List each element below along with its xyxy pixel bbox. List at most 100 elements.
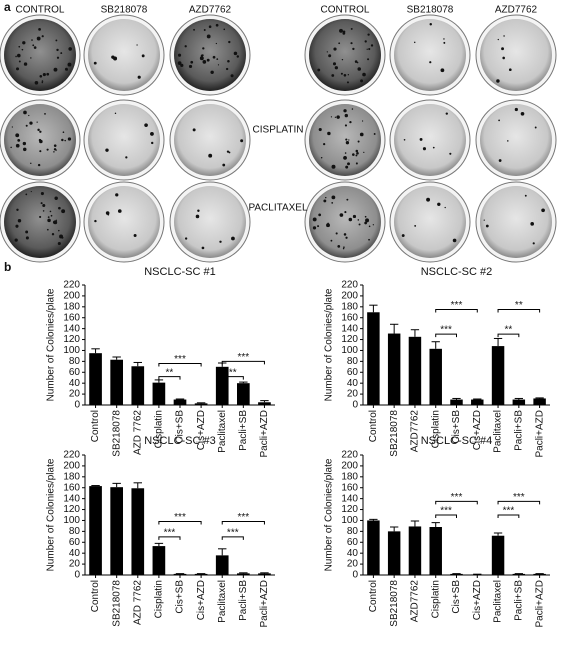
colony	[16, 67, 20, 71]
bar	[387, 333, 401, 405]
colony	[349, 120, 352, 124]
y-tick-label: 120	[341, 504, 358, 515]
error-bar	[260, 400, 269, 403]
x-tick-label: Control	[368, 410, 379, 442]
error-bar	[133, 361, 142, 367]
colony	[53, 144, 57, 147]
colony	[530, 222, 534, 226]
colony	[68, 47, 73, 51]
colony	[502, 56, 505, 60]
colony	[498, 159, 502, 162]
y-tick-label: 60	[69, 537, 81, 548]
colony	[23, 62, 28, 66]
error-bar	[473, 398, 482, 400]
significance-bracket	[435, 333, 457, 338]
colony	[21, 48, 24, 51]
colony	[10, 146, 12, 149]
colony	[347, 74, 349, 76]
colony	[361, 120, 364, 122]
colony	[192, 128, 196, 132]
colony	[67, 137, 72, 141]
colony	[57, 241, 61, 246]
significance-bracket	[221, 536, 244, 540]
y-tick-label: 60	[347, 367, 359, 378]
error-bar	[112, 482, 121, 488]
x-tick-label: Pacli+AZD	[259, 410, 270, 458]
colony	[215, 23, 219, 27]
error-bar	[410, 329, 420, 337]
significance-bracket	[435, 514, 457, 518]
y-tick-label: 120	[341, 334, 358, 345]
colony	[514, 107, 518, 112]
colony	[44, 112, 46, 115]
bar	[512, 399, 526, 405]
error-bar	[112, 356, 121, 360]
x-tick-label: Control	[90, 580, 101, 612]
colony	[325, 196, 327, 199]
colony	[355, 154, 358, 157]
colony	[115, 193, 119, 197]
colony	[25, 124, 28, 127]
colony	[342, 30, 346, 34]
column-label: AZD7762	[495, 5, 538, 16]
colony	[318, 213, 322, 217]
bar	[131, 366, 145, 405]
colony	[67, 62, 72, 67]
x-tick-label: Paclitaxel	[217, 410, 228, 453]
plate	[309, 186, 381, 258]
colony	[356, 151, 359, 155]
y-tick-label: 20	[69, 559, 81, 570]
bar	[237, 573, 250, 575]
y-tick-label: 20	[69, 389, 81, 400]
colony	[317, 68, 321, 72]
significance-label: **	[229, 367, 237, 378]
colony	[414, 41, 416, 44]
bar	[491, 535, 505, 575]
colony	[61, 138, 64, 142]
plate	[394, 104, 466, 176]
significance-bracket	[221, 521, 265, 525]
error-bar	[196, 402, 206, 404]
colony	[210, 70, 214, 74]
colony	[25, 230, 29, 234]
colony	[342, 247, 345, 250]
colony	[520, 111, 525, 116]
bar	[408, 336, 422, 405]
significance-bracket	[435, 309, 478, 313]
colony	[177, 53, 182, 57]
colony	[330, 116, 333, 118]
colony	[373, 133, 376, 135]
bar	[512, 573, 526, 575]
colony	[54, 196, 58, 200]
colony	[336, 115, 340, 119]
colony	[331, 195, 336, 200]
colony	[236, 55, 240, 58]
colony	[62, 131, 65, 133]
colony	[445, 112, 448, 115]
plate	[4, 186, 76, 258]
colony	[496, 79, 500, 83]
error-bar	[390, 323, 399, 334]
significance-label: ***	[513, 492, 525, 503]
colony	[195, 214, 200, 219]
bar	[110, 359, 123, 405]
colony	[358, 223, 361, 226]
bar	[387, 531, 401, 575]
bar	[533, 398, 546, 405]
row-label: PACLITAXEL	[248, 203, 308, 214]
y-axis-label: Number of Colonies/plate	[324, 458, 335, 571]
colony	[55, 149, 57, 151]
significance-label: ***	[174, 512, 186, 523]
significance-label: **	[166, 367, 174, 378]
colony	[317, 225, 320, 228]
colony	[328, 54, 332, 58]
colony	[202, 60, 207, 64]
colony	[144, 123, 148, 127]
colony	[345, 236, 348, 239]
colony	[30, 162, 32, 165]
colony	[137, 75, 141, 79]
colony	[93, 61, 97, 65]
plate	[480, 19, 552, 91]
colony	[230, 74, 234, 78]
